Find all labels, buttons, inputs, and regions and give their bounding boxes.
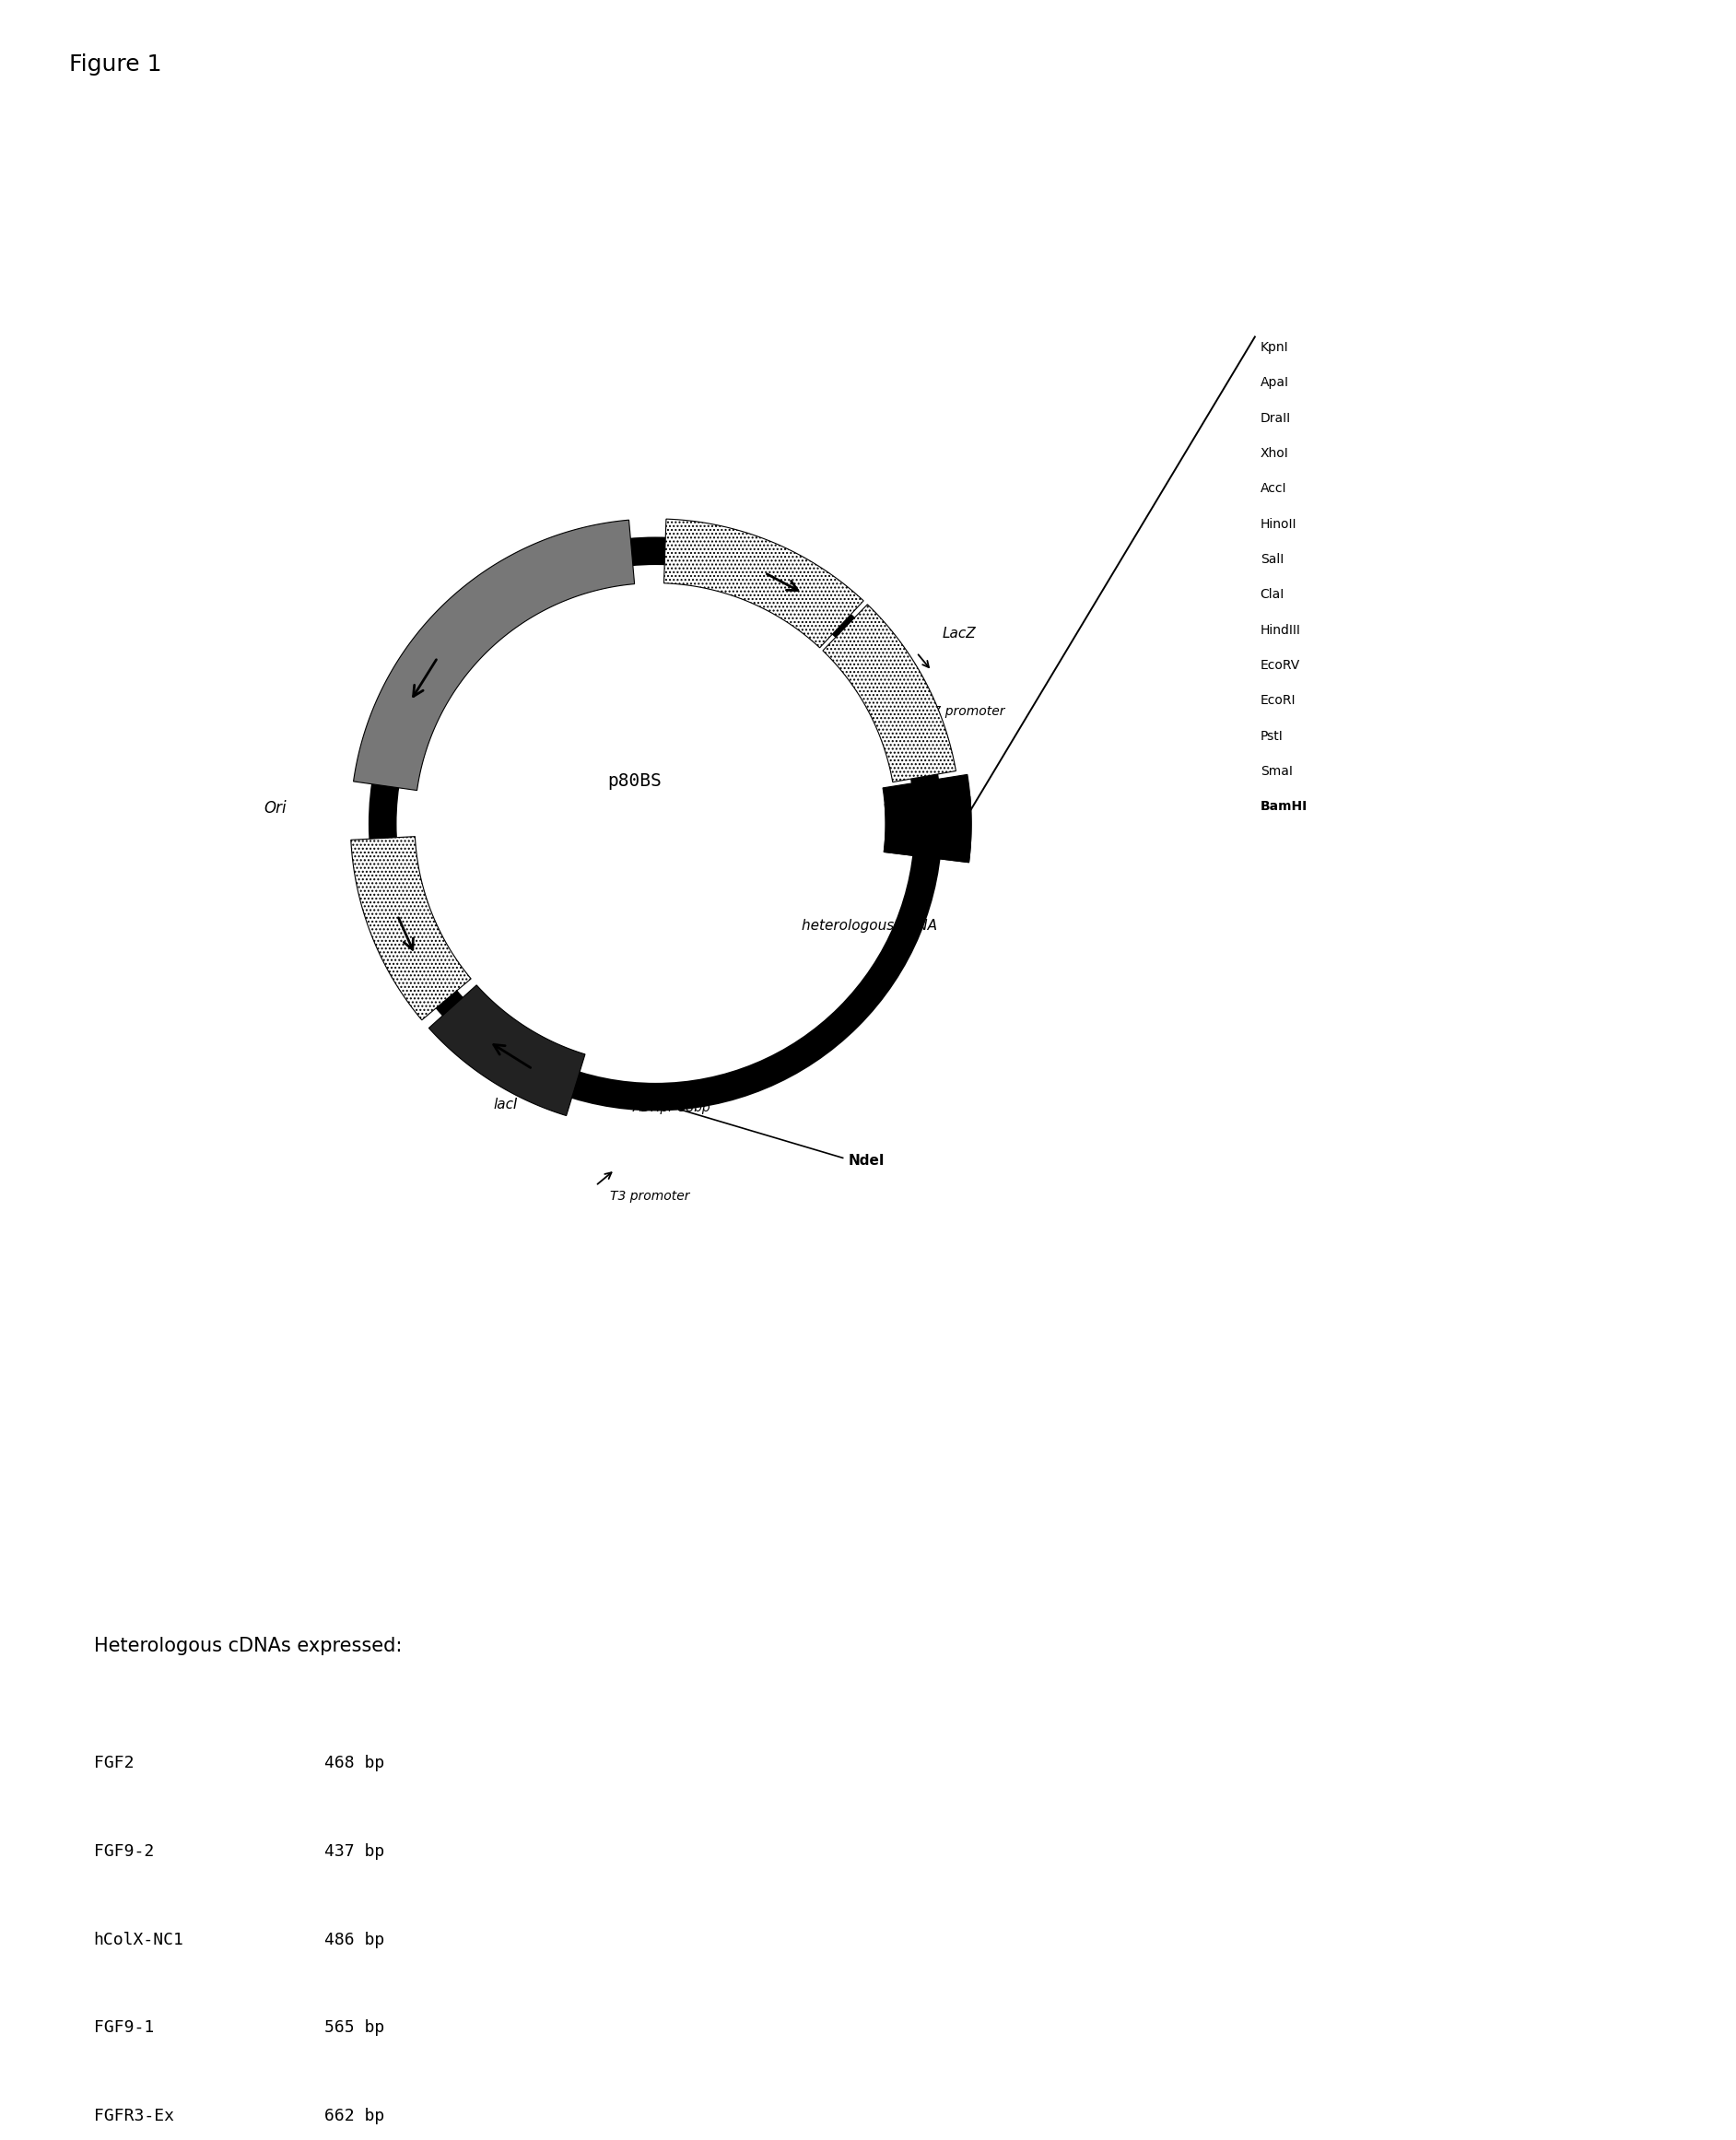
Text: 486 bp: 486 bp bbox=[325, 1930, 385, 1947]
Polygon shape bbox=[823, 603, 957, 781]
Polygon shape bbox=[884, 796, 970, 862]
Text: PstI: PstI bbox=[1260, 730, 1283, 743]
Text: SalI: SalI bbox=[1260, 552, 1283, 565]
Text: HinoII: HinoII bbox=[1260, 518, 1297, 531]
Text: EcoRV: EcoRV bbox=[1260, 659, 1300, 672]
Text: FGF9-2: FGF9-2 bbox=[94, 1843, 155, 1860]
Text: DraII: DraII bbox=[1260, 411, 1292, 424]
Text: FGF9-1: FGF9-1 bbox=[94, 2020, 155, 2037]
Text: Heterologous cDNAs expressed:: Heterologous cDNAs expressed: bbox=[94, 1637, 401, 1656]
Text: lacI: lacI bbox=[493, 1098, 517, 1111]
Text: heterologous cDNA: heterologous cDNA bbox=[802, 918, 937, 933]
Text: FGFR3-Ex: FGFR3-Ex bbox=[94, 2108, 174, 2125]
Text: p80BS: p80BS bbox=[608, 773, 661, 790]
Text: SmaI: SmaI bbox=[1260, 764, 1292, 779]
Text: FGF2: FGF2 bbox=[94, 1755, 134, 1772]
Text: Ori: Ori bbox=[264, 800, 286, 815]
Text: 565 bp: 565 bp bbox=[325, 2020, 385, 2037]
Circle shape bbox=[417, 584, 894, 1064]
Text: T7 promoter: T7 promoter bbox=[925, 704, 1005, 717]
Text: T3 promoter: T3 promoter bbox=[611, 1190, 689, 1203]
Text: XhoI: XhoI bbox=[1260, 447, 1288, 460]
Text: ADHpr 88bp: ADHpr 88bp bbox=[632, 1102, 710, 1115]
Text: 437 bp: 437 bp bbox=[325, 1843, 385, 1860]
Text: hColX-NC1: hColX-NC1 bbox=[94, 1930, 184, 1947]
Text: LacZ: LacZ bbox=[943, 627, 976, 640]
Text: ClaI: ClaI bbox=[1260, 589, 1285, 601]
Text: NdeI: NdeI bbox=[849, 1153, 885, 1168]
Text: EcoRI: EcoRI bbox=[1260, 693, 1295, 706]
Polygon shape bbox=[663, 520, 863, 648]
Polygon shape bbox=[351, 837, 470, 1021]
Text: Amp r: Amp r bbox=[446, 597, 490, 612]
Polygon shape bbox=[354, 520, 635, 790]
Text: 662 bp: 662 bp bbox=[325, 2108, 385, 2125]
Text: ApaI: ApaI bbox=[1260, 377, 1288, 389]
Polygon shape bbox=[429, 984, 585, 1115]
Text: Figure 1: Figure 1 bbox=[69, 54, 161, 75]
Text: KpnI: KpnI bbox=[1260, 340, 1288, 353]
Text: AccI: AccI bbox=[1260, 482, 1286, 494]
Text: BamHI: BamHI bbox=[1260, 800, 1307, 813]
Text: HindIII: HindIII bbox=[1260, 623, 1300, 636]
Text: 468 bp: 468 bp bbox=[325, 1755, 385, 1772]
Polygon shape bbox=[884, 775, 970, 862]
Text: M13+: M13+ bbox=[752, 552, 793, 565]
